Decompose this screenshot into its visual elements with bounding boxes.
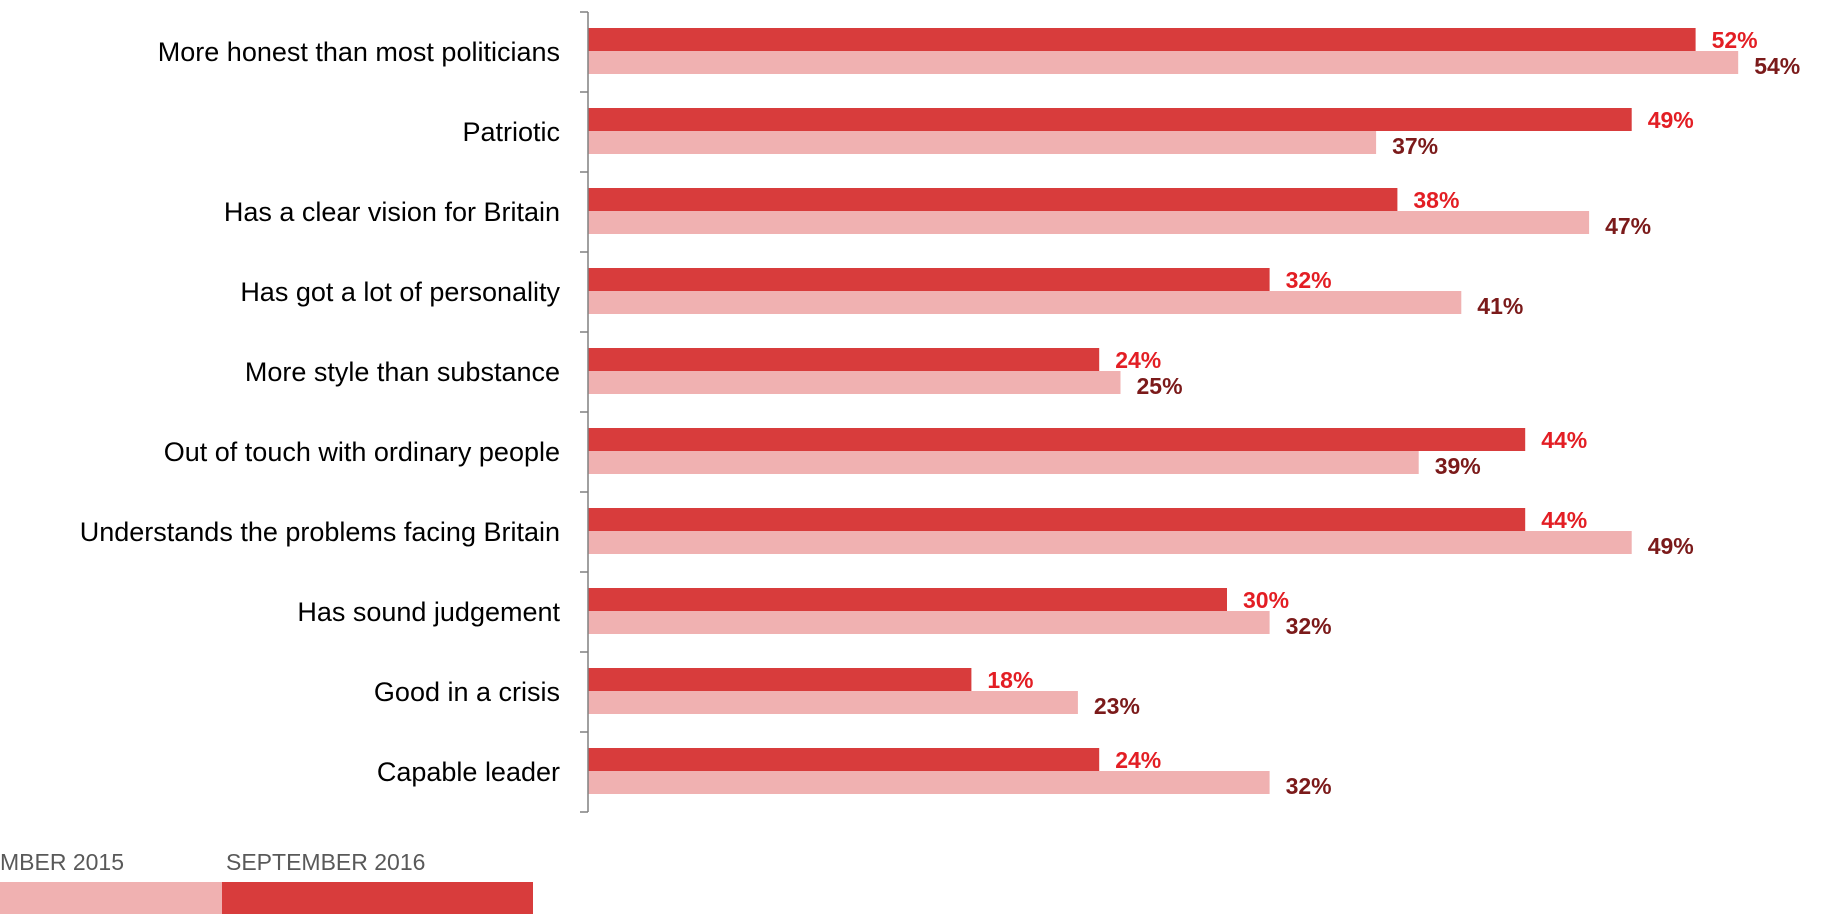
category-label: Patriotic [462, 117, 560, 147]
category-labels: More honest than most politicians Patriot… [80, 37, 561, 787]
value-label-2016: 44% [1541, 507, 1587, 533]
value-label-2016: 52% [1712, 27, 1758, 53]
bar-sep-2016 [588, 668, 972, 691]
value-label-2015: 32% [1286, 773, 1332, 799]
category-label: Has a clear vision for Britain [224, 197, 560, 227]
value-label-2015: 39% [1435, 453, 1481, 479]
bar-sep-2015 [588, 771, 1270, 794]
category-axis [580, 11, 589, 813]
legend: MBER 2015 SEPTEMBER 2016 [0, 849, 533, 914]
value-label-2015: 23% [1094, 693, 1140, 719]
bar-sep-2016 [588, 348, 1100, 371]
value-label-2016: 24% [1115, 347, 1161, 373]
bar-sep-2015 [588, 131, 1377, 154]
category-label: Out of touch with ordinary people [164, 437, 560, 467]
value-label-2016: 24% [1115, 747, 1161, 773]
value-label-2015: 25% [1137, 373, 1183, 399]
category-label: Has got a lot of personality [240, 277, 560, 307]
bar-sep-2015 [588, 291, 1462, 314]
value-label-2016: 38% [1413, 187, 1459, 213]
bars-group [588, 28, 1739, 794]
bar-sep-2016 [588, 508, 1526, 531]
bar-sep-2015 [588, 371, 1121, 394]
bar-sep-2015 [588, 211, 1590, 234]
value-label-2016: 30% [1243, 587, 1289, 613]
bar-sep-2015 [588, 51, 1739, 74]
bar-sep-2016 [588, 428, 1526, 451]
value-label-2016: 18% [987, 667, 1033, 693]
bar-sep-2016 [588, 188, 1398, 211]
value-label-2015: 32% [1286, 613, 1332, 639]
value-label-2016: 32% [1286, 267, 1332, 293]
legend-swatch-2015 [0, 882, 222, 914]
bar-sep-2016 [588, 588, 1227, 611]
value-labels: 52%54%49%37%38%47%32%41%24%25%44%39%44%4… [987, 27, 1800, 799]
value-label-2015: 54% [1754, 53, 1800, 79]
bar-sep-2016 [588, 268, 1270, 291]
value-label-2015: 41% [1477, 293, 1523, 319]
value-label-2015: 37% [1392, 133, 1438, 159]
bar-sep-2015 [588, 451, 1419, 474]
category-label: More honest than most politicians [158, 37, 560, 67]
category-label: Has sound judgement [297, 597, 560, 627]
value-label-2016: 49% [1648, 107, 1694, 133]
value-label-2016: 44% [1541, 427, 1587, 453]
category-label: Capable leader [377, 757, 560, 787]
bar-sep-2016 [588, 108, 1632, 131]
category-label: Understands the problems facing Britain [80, 517, 560, 547]
legend-swatch-2016 [222, 882, 533, 914]
legend-label-2015: MBER 2015 [0, 849, 124, 875]
bar-sep-2015 [588, 531, 1632, 554]
bar-sep-2016 [588, 28, 1696, 51]
legend-label-2016: SEPTEMBER 2016 [226, 849, 425, 875]
bar-sep-2015 [588, 611, 1270, 634]
value-label-2015: 47% [1605, 213, 1651, 239]
category-label: More style than substance [245, 357, 560, 387]
category-label: Good in a crisis [374, 677, 560, 707]
bar-sep-2015 [588, 691, 1078, 714]
value-label-2015: 49% [1648, 533, 1694, 559]
bar-sep-2016 [588, 748, 1100, 771]
